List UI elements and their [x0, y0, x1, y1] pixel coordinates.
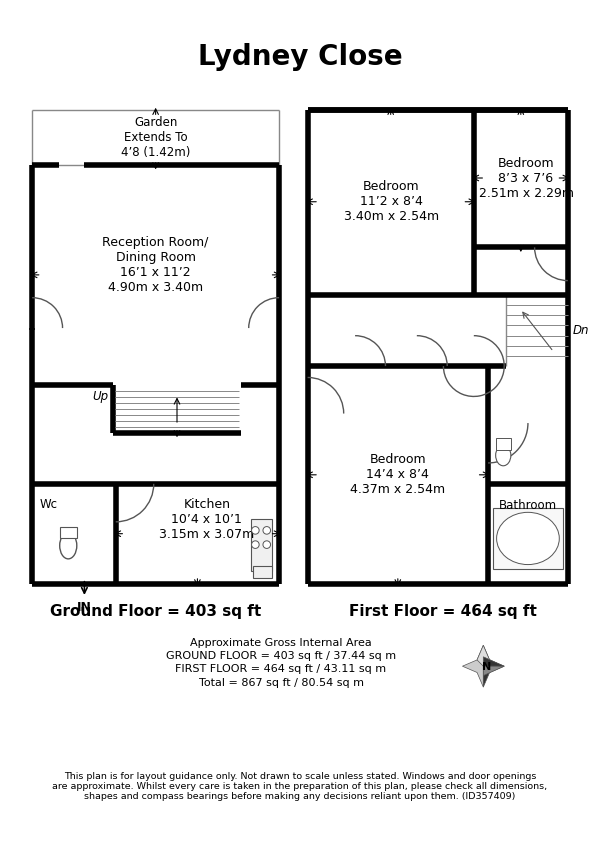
- Circle shape: [263, 527, 271, 534]
- Bar: [493, 508, 563, 569]
- Bar: [496, 438, 511, 449]
- Text: Total = 867 sq ft / 80.54 sq m: Total = 867 sq ft / 80.54 sq m: [199, 678, 364, 688]
- Circle shape: [263, 541, 271, 549]
- Polygon shape: [484, 645, 504, 687]
- Text: First Floor = 464 sq ft: First Floor = 464 sq ft: [349, 605, 536, 619]
- Text: Lydney Close: Lydney Close: [197, 43, 403, 71]
- Text: Bedroom
8’3 x 7’6
2.51m x 2.29m: Bedroom 8’3 x 7’6 2.51m x 2.29m: [479, 157, 574, 199]
- Polygon shape: [463, 645, 484, 687]
- Ellipse shape: [496, 445, 511, 466]
- Text: FIRST FLOOR = 464 sq ft / 43.11 sq m: FIRST FLOOR = 464 sq ft / 43.11 sq m: [175, 664, 386, 674]
- Polygon shape: [484, 667, 504, 676]
- Text: Bathroom: Bathroom: [499, 499, 557, 512]
- Text: This plan is for layout guidance only. Not drawn to scale unless stated. Windows: This plan is for layout guidance only. N…: [52, 772, 548, 801]
- Bar: [251, 519, 272, 572]
- Text: GROUND FLOOR = 403 sq ft / 37.44 sq m: GROUND FLOOR = 403 sq ft / 37.44 sq m: [166, 651, 396, 661]
- Bar: [253, 566, 272, 577]
- Text: Reception Room/
Dining Room
16’1 x 11’2
4.90m x 3.40m: Reception Room/ Dining Room 16’1 x 11’2 …: [103, 237, 209, 294]
- Bar: [60, 527, 77, 538]
- Polygon shape: [484, 657, 504, 667]
- Circle shape: [251, 527, 259, 534]
- Text: IN: IN: [77, 600, 92, 614]
- Text: Dn: Dn: [572, 324, 589, 337]
- Text: Bedroom
11’2 x 8’4
3.40m x 2.54m: Bedroom 11’2 x 8’4 3.40m x 2.54m: [344, 181, 439, 223]
- Text: Kitchen
10’4 x 10’1
3.15m x 3.07m: Kitchen 10’4 x 10’1 3.15m x 3.07m: [159, 498, 254, 541]
- Polygon shape: [477, 645, 490, 667]
- Text: Up: Up: [92, 390, 108, 403]
- Text: Bedroom
14’4 x 8’4
4.37m x 2.54m: Bedroom 14’4 x 8’4 4.37m x 2.54m: [350, 454, 445, 496]
- Text: Ground Floor = 403 sq ft: Ground Floor = 403 sq ft: [50, 605, 261, 619]
- Ellipse shape: [497, 512, 559, 565]
- Text: Approximate Gross Internal Area: Approximate Gross Internal Area: [190, 638, 372, 648]
- Text: Garden
Extends To
4’8 (1.42m): Garden Extends To 4’8 (1.42m): [121, 115, 190, 159]
- Text: Wc: Wc: [40, 498, 58, 511]
- Text: N: N: [482, 662, 491, 672]
- Ellipse shape: [60, 533, 77, 559]
- Circle shape: [251, 541, 259, 549]
